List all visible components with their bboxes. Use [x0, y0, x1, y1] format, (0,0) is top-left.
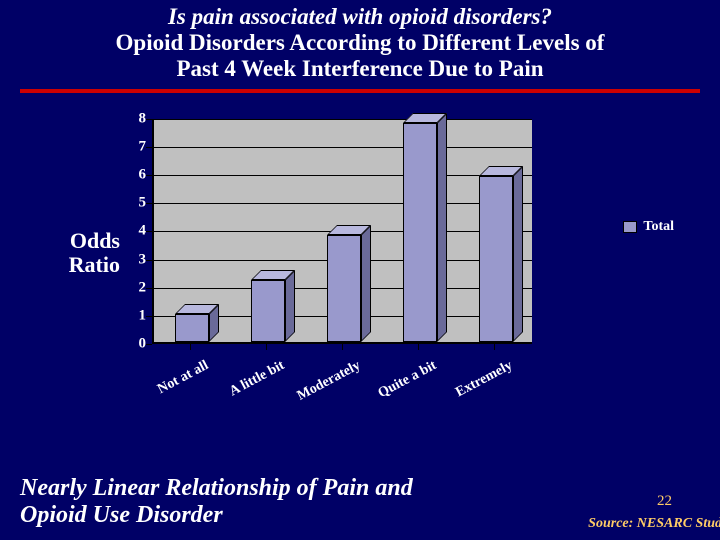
ytick-label: 5 — [128, 195, 146, 212]
bars — [154, 119, 532, 342]
title-block: Is pain associated with opioid disorders… — [0, 0, 720, 83]
source-citation: Source: NESARC Stud — [588, 516, 720, 532]
legend-label: Total — [643, 219, 674, 235]
chart: Odds Ratio 012345678 Not at allA little … — [60, 111, 660, 421]
footer-line1: Nearly Linear Relationship of Pain and — [20, 475, 720, 501]
ytick-label: 4 — [128, 223, 146, 240]
ytick-label: 7 — [128, 139, 146, 156]
bar — [327, 235, 371, 342]
ytick-label: 0 — [128, 335, 146, 352]
xtick-mark — [418, 344, 419, 350]
legend-swatch — [623, 221, 637, 233]
ytick-mark — [146, 344, 152, 345]
title-line2: Past 4 Week Interference Due to Pain — [30, 56, 690, 82]
bar — [479, 176, 523, 342]
ylabel-2: Ratio — [69, 252, 120, 277]
ylabel-1: Odds — [70, 228, 120, 253]
bar — [251, 280, 295, 342]
xtick-mark — [190, 344, 191, 350]
xtick-mark — [342, 344, 343, 350]
page-number: 22 — [657, 493, 672, 510]
ytick-label: 3 — [128, 251, 146, 268]
bar — [175, 314, 219, 342]
ytick-label: 6 — [128, 167, 146, 184]
plot-area — [152, 119, 532, 344]
title-line1: Opioid Disorders According to Different … — [30, 30, 690, 56]
ytick-label: 1 — [128, 307, 146, 324]
title-italic: Is pain associated with opioid disorders… — [30, 4, 690, 30]
legend: Total — [623, 219, 674, 235]
divider-rule — [20, 89, 700, 93]
ytick-label: 2 — [128, 279, 146, 296]
xtick-mark — [266, 344, 267, 350]
y-axis-label: Odds Ratio — [50, 229, 120, 277]
ytick-label: 8 — [128, 110, 146, 127]
xtick-mark — [494, 344, 495, 350]
bar — [403, 123, 447, 342]
